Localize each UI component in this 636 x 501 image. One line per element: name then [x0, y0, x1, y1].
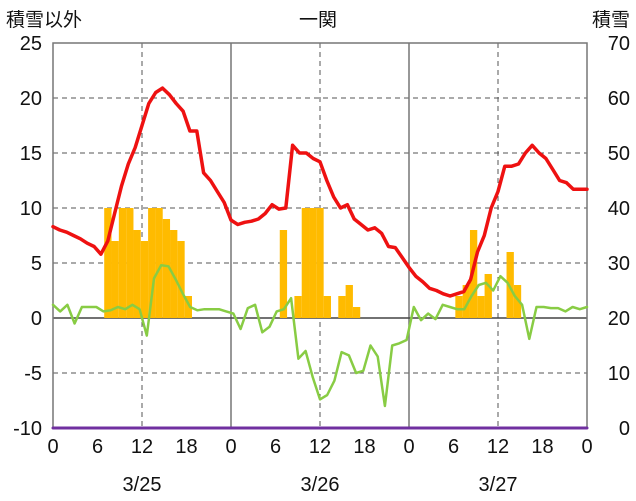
bar: [301, 208, 310, 318]
y-right-tick-label: 50: [608, 143, 630, 165]
x-tick-label: 18: [353, 436, 375, 458]
x-tick-label: 0: [225, 436, 236, 458]
x-tick-label: 0: [403, 436, 414, 458]
x-tick-label: 12: [131, 436, 153, 458]
bar: [323, 296, 331, 318]
date-label: 3/25: [123, 474, 162, 496]
x-tick-label: 6: [270, 436, 281, 458]
x-tick-label: 0: [581, 436, 592, 458]
bar: [155, 208, 163, 318]
x-tick-label: 0: [47, 436, 58, 458]
y-right-tick-label: 40: [608, 198, 630, 220]
bar: [148, 208, 156, 318]
x-tick-label: 18: [175, 436, 197, 458]
bar: [111, 241, 119, 318]
y-left-tick-label: 15: [20, 143, 42, 165]
bar: [477, 296, 485, 318]
bar: [309, 208, 317, 318]
y-right-tick-label: 10: [608, 363, 630, 385]
line-series: [51, 86, 589, 430]
date-label: 3/27: [479, 474, 518, 496]
bar: [126, 208, 134, 318]
y-left-tick-label: 20: [20, 88, 42, 110]
bar: [184, 296, 192, 318]
series-line: [51, 86, 589, 298]
y-right-tick-label: 70: [608, 33, 630, 55]
bar: [294, 296, 302, 318]
bar: [177, 241, 185, 318]
bar: [104, 208, 112, 318]
x-tick-label: 12: [309, 436, 331, 458]
bar: [338, 296, 346, 318]
y-right-tick-label: 0: [619, 418, 630, 440]
y-right-tick-label: 60: [608, 88, 630, 110]
date-label: 3/26: [301, 474, 340, 496]
y-left-tick-label: 10: [20, 198, 42, 220]
bar: [513, 285, 522, 318]
y-right-tick-label: 30: [608, 253, 630, 275]
y-left-tick-label: -5: [24, 363, 42, 385]
bar: [455, 296, 463, 318]
bar: [162, 219, 171, 318]
bar: [316, 208, 324, 318]
x-tick-label: 18: [531, 436, 553, 458]
bar: [484, 274, 492, 318]
bar: [133, 230, 141, 318]
chart-title: 一関: [299, 10, 337, 31]
bar: [352, 307, 361, 318]
right-axis-title: 積雪: [592, 9, 630, 31]
bar: [279, 230, 288, 318]
y-left-tick-label: -10: [13, 418, 42, 440]
x-tick-label: 6: [92, 436, 103, 458]
x-tick-label: 12: [487, 436, 509, 458]
y-left-tick-label: 0: [31, 308, 42, 330]
bar: [118, 208, 127, 318]
bar: [345, 285, 353, 318]
y-right-tick-label: 20: [608, 308, 630, 330]
bar: [140, 241, 149, 318]
y-left-tick-label: 5: [31, 253, 42, 275]
x-tick-label: 6: [448, 436, 459, 458]
series-line: [51, 263, 589, 408]
left-axis-title: 積雪以外: [6, 9, 82, 31]
bar: [462, 285, 470, 318]
y-left-tick-label: 25: [20, 33, 42, 55]
